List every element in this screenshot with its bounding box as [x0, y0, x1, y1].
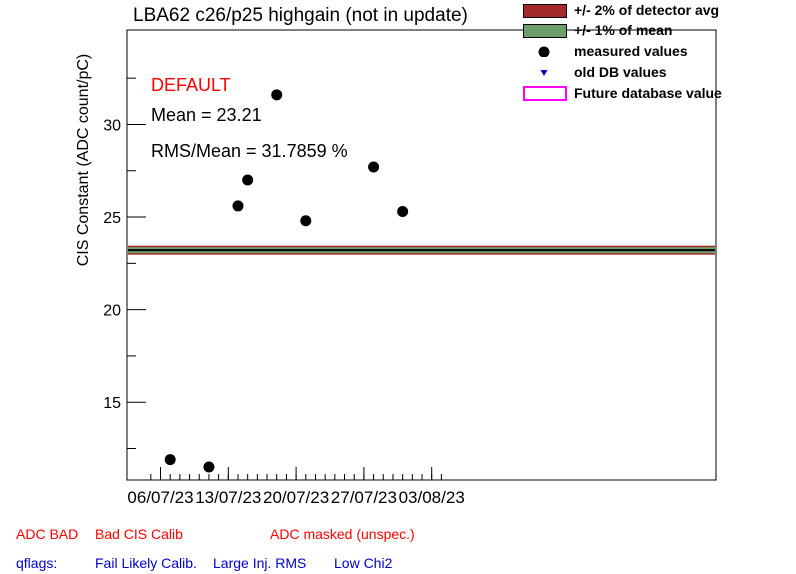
x-tick-label: 20/07/23	[263, 488, 329, 507]
mean-bands	[128, 245, 715, 255]
mean-readout: Mean = 23.21	[151, 105, 262, 125]
legend-label: Future database value	[574, 85, 722, 101]
qflag-large-inj: Large Inj. RMS	[213, 555, 307, 571]
data-point	[164, 454, 176, 466]
chart-title: LBA62 c26/p25 highgain (not in update)	[133, 5, 468, 26]
dot-marker-icon	[538, 46, 550, 57]
triangle-marker-icon	[540, 70, 548, 76]
rms-readout: RMS/Mean = 31.7859 %	[151, 141, 348, 161]
data-point	[203, 461, 215, 473]
data-point	[242, 174, 254, 186]
legend: +/- 2% of detector avg +/- 1% of mean me…	[520, 0, 770, 106]
y-axis-label: CIS Constant (ADC count/pC)	[75, 54, 92, 267]
y-tick-label: 15	[103, 395, 121, 412]
flag-adc-masked: ADC masked (unspec.)	[270, 526, 415, 542]
y-tick-label: 25	[103, 210, 121, 227]
y-tick-label: 20	[103, 303, 121, 320]
legend-label: measured values	[574, 43, 688, 59]
qflags-label: qflags:	[16, 555, 58, 571]
status-default: DEFAULT	[151, 75, 231, 95]
x-tick-label: 03/08/23	[399, 488, 465, 507]
brown-band-swatch	[523, 4, 567, 18]
green-band-swatch	[523, 24, 567, 38]
x-tick-label: 27/07/23	[331, 488, 397, 507]
data-point	[271, 89, 283, 101]
legend-label: +/- 1% of mean	[574, 22, 673, 38]
x-tick-label: 06/07/23	[127, 488, 193, 507]
y-tick-label: 30	[103, 117, 121, 134]
legend-label: +/- 2% of detector avg	[574, 2, 720, 18]
y-axis: 15 20 25 30	[103, 77, 146, 450]
flag-adc-bad: ADC BAD	[16, 526, 79, 542]
data-point	[397, 205, 409, 217]
data-point	[232, 200, 244, 212]
flag-bad-cis: Bad CIS Calib	[95, 526, 183, 542]
qflag-low-chi2: Low Chi2	[334, 555, 393, 571]
x-tick-label: 13/07/23	[195, 488, 261, 507]
plot-frame	[126, 29, 717, 481]
legend-label: old DB values	[574, 64, 667, 80]
magenta-outline-swatch	[523, 86, 567, 101]
measured-points	[164, 89, 409, 473]
data-point	[368, 161, 380, 173]
data-point	[300, 215, 312, 227]
x-axis: 06/07/23 13/07/23 20/07/23 27/07/23 03/08/23	[127, 467, 465, 507]
qflag-fail-likely: Fail Likely Calib.	[95, 555, 197, 571]
